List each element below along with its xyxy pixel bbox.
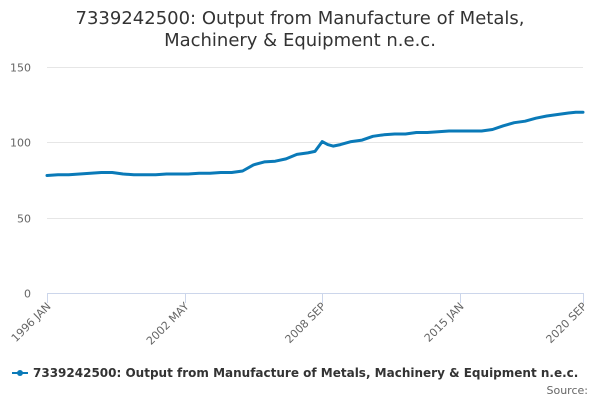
y-tick-label: 100: [10, 137, 31, 150]
chart-title-line-1: 7339242500: Output from Manufacture of M…: [75, 8, 525, 29]
chart-title-line-2: Machinery & Equipment n.e.c.: [164, 30, 436, 51]
legend[interactable]: 7339242500: Output from Manufacture of M…: [12, 366, 578, 380]
y-tick-label: 0: [24, 288, 31, 301]
x-tick-label: 2002 MAY: [144, 300, 192, 348]
line-chart: 0 50 100 150 1996 JAN 2002 MAY 2008 SEP 2015 JA…: [9, 62, 590, 348]
x-tick-label: 2008 SEP: [283, 300, 329, 346]
source-label: Source:: [546, 384, 589, 397]
x-tick-label: 2020 SEP: [544, 300, 590, 346]
y-tick-label: 50: [17, 213, 31, 226]
chart-title: 7339242500: Output from Manufacture of M…: [20, 8, 580, 52]
x-tick-label: 2015 JAN: [422, 300, 467, 345]
legend-line-marker: [12, 370, 28, 376]
legend-label: 7339242500: Output from Manufacture of M…: [33, 366, 579, 380]
series-line: [45, 110, 585, 177]
x-tick-label: 1996 JAN: [9, 300, 54, 345]
y-tick-label: 150: [10, 62, 31, 75]
